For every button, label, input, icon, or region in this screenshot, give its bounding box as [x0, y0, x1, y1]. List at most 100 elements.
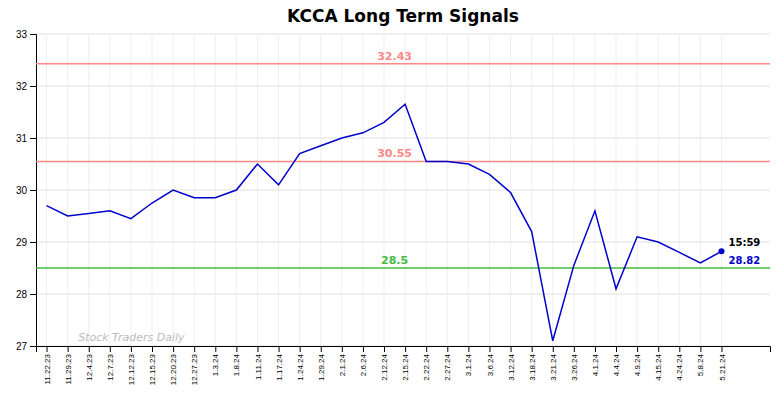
x-tick-label: 2.15.24 [401, 353, 410, 380]
grid-line [362, 34, 363, 346]
x-tick: 11.29.23 [64, 346, 73, 385]
x-tick: 12.27.23 [190, 346, 199, 385]
x-tick-mark [342, 346, 343, 352]
reference-label: 32.43 [377, 50, 412, 63]
grid-line [384, 34, 385, 346]
x-tick-mark [173, 346, 174, 352]
y-tick-mark [30, 34, 36, 35]
y-tick-label: 31 [16, 133, 28, 144]
grid-line [573, 34, 574, 346]
x-tick-mark [194, 346, 195, 352]
x-tick: 1.3.24 [211, 346, 220, 376]
x-tick-label: 12.20.23 [169, 353, 178, 385]
grid-line [36, 294, 770, 295]
x-tick-label: 11.29.23 [64, 353, 73, 384]
reference-line [36, 161, 770, 163]
x-tick-label: 12.4.23 [85, 353, 94, 380]
plot: 2728293031323311.22.2311.29.2312.4.2312.… [16, 29, 771, 385]
grid-line [46, 34, 47, 346]
y-tick: 33 [16, 29, 36, 40]
x-tick-mark [447, 346, 448, 352]
y-tick-label: 32 [16, 81, 28, 92]
x-tick-mark [152, 346, 153, 352]
x-tick-mark [215, 346, 216, 352]
x-tick-label: 2.6.24 [359, 353, 368, 376]
x-tick-mark [405, 346, 406, 352]
grid-line [320, 34, 321, 346]
y-tick-label: 28 [16, 289, 28, 300]
x-tick-mark [426, 346, 427, 352]
x-tick-mark [300, 346, 301, 352]
x-tick: 2.22.24 [422, 346, 431, 381]
x-tick-mark [68, 346, 69, 352]
y-tick: 28 [16, 289, 36, 300]
x-tick-mark [637, 346, 638, 352]
grid [36, 34, 770, 346]
x-tick-mark [489, 346, 490, 352]
reference-line [36, 267, 770, 269]
x-tick-mark [236, 346, 237, 352]
x-tick: 2.12.24 [380, 346, 389, 381]
y-tick: 31 [16, 133, 36, 144]
x-tick-label: 1.3.24 [211, 353, 220, 376]
grid-line [489, 34, 490, 346]
grid-line [637, 34, 638, 346]
x-tick-label: 4.24.24 [675, 353, 684, 380]
x-tick: 1.24.24 [296, 346, 305, 381]
x-tick-mark [257, 346, 258, 352]
x-tick: 3.21.24 [549, 346, 558, 381]
x-tick-label: 5.21.24 [718, 353, 727, 380]
x-tick-label: 1.17.24 [275, 353, 284, 380]
reference-label: 30.55 [377, 147, 412, 160]
y-tick-mark [30, 190, 36, 191]
y-tick: 29 [16, 237, 36, 248]
grid-line [721, 34, 722, 346]
x-tick-label: 3.1.24 [464, 353, 473, 376]
x-tick-label: 3.12.24 [507, 353, 516, 380]
grid-line [215, 34, 216, 346]
x-tick: 3.26.24 [570, 346, 579, 381]
y-tick: 32 [16, 81, 36, 92]
x-tick-mark [532, 346, 533, 352]
grid-line [36, 138, 770, 139]
x-tick: 4.1.24 [591, 346, 600, 376]
x-tick-mark [658, 346, 659, 352]
x-tick-label: 3.6.24 [486, 353, 495, 376]
x-tick: 4.9.24 [633, 346, 642, 376]
grid-line [658, 34, 659, 346]
last-value-label: 28.82 [728, 255, 760, 266]
grid-line [531, 34, 532, 346]
x-tick-label: 2.1.24 [338, 353, 347, 376]
x-tick-label: 2.12.24 [380, 353, 389, 380]
y-tick-label: 29 [16, 237, 28, 248]
x-tick-label: 1.8.24 [232, 353, 241, 376]
x-tick: 5.21.24 [718, 346, 727, 381]
grid-line [468, 34, 469, 346]
x-tick-label: 4.9.24 [633, 353, 642, 376]
grid-line [88, 34, 89, 346]
x-tick-mark [679, 346, 680, 352]
x-tick: 12.12.23 [127, 346, 136, 385]
y-tick-mark [30, 294, 36, 295]
x-tick-label: 4.1.24 [591, 353, 600, 376]
grid-line [552, 34, 553, 346]
x-tick-mark [721, 346, 722, 352]
x-tick-label: 3.21.24 [549, 353, 558, 380]
x-axis: 11.22.2311.29.2312.4.2312.7.2312.12.2312… [37, 346, 771, 385]
x-tick: 4.15.24 [654, 346, 663, 381]
x-tick-label: 3.18.24 [528, 353, 537, 380]
grid-line [426, 34, 427, 346]
grid-line [700, 34, 701, 346]
x-tick-label: 5.8.24 [696, 353, 705, 376]
grid-line [278, 34, 279, 346]
x-tick: 3.6.24 [486, 346, 495, 376]
x-tick: 3.18.24 [528, 346, 537, 381]
x-tick-label: 12.12.23 [127, 353, 136, 385]
x-tick-mark [384, 346, 385, 352]
grid-line [341, 34, 342, 346]
x-tick: 1.8.24 [232, 346, 241, 376]
grid-line [616, 34, 617, 346]
x-tick-mark [468, 346, 469, 352]
x-tick: 1.11.24 [254, 346, 263, 380]
grid-line [36, 86, 770, 87]
